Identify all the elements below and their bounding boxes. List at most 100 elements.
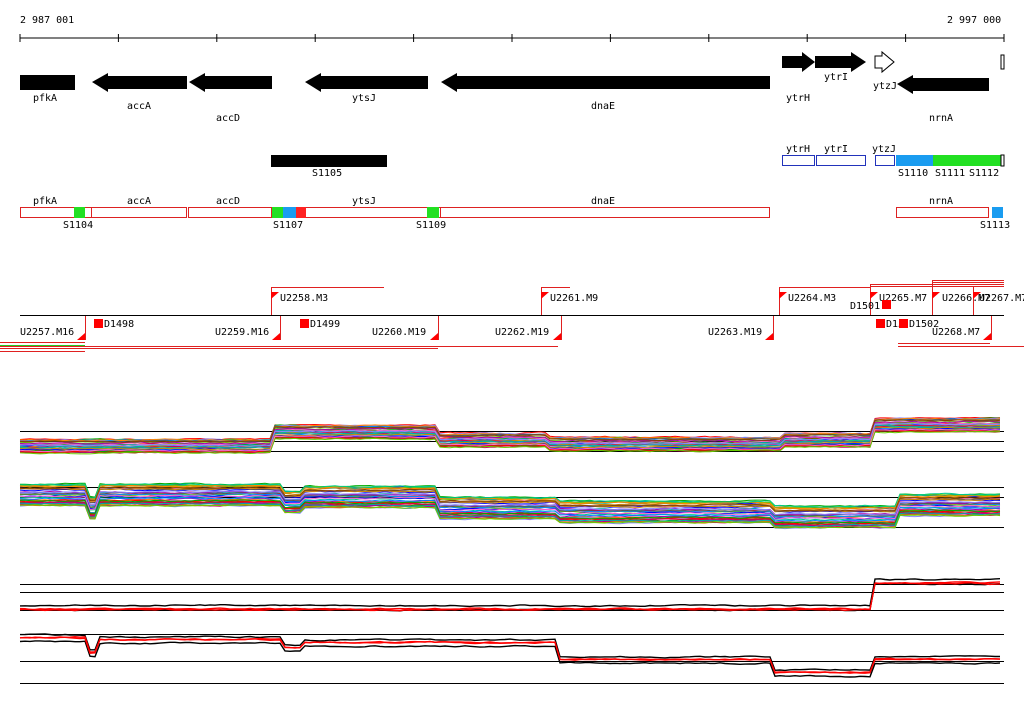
- transcript-track: U2258.M3 U2261.M9 U2264.M3 U2265.M7 U226…: [0, 280, 1024, 352]
- expression-profile-line: [19, 490, 1001, 516]
- outlined-gene-nrnA[interactable]: [896, 207, 989, 218]
- row3-label-accD: accD: [216, 196, 240, 207]
- marker-label-S1107: S1107: [273, 220, 303, 231]
- flag-U2265[interactable]: [870, 292, 878, 299]
- gene-track: pfkA accA accD ytsJ dnaE ytrH ytrI ytzJ …: [20, 50, 1005, 124]
- d-label-D1498: D1498: [104, 319, 134, 330]
- flag-U2259[interactable]: [272, 333, 280, 340]
- expression-profile-line: [19, 426, 1001, 451]
- flag-U2261[interactable]: [541, 292, 549, 299]
- expression-profile-line: [19, 504, 1001, 529]
- gene-arrow-pfkA[interactable]: [20, 75, 75, 90]
- gene-arrow-ytzJ[interactable]: [874, 50, 895, 74]
- feature-row-3: pfkA accA accD ytsJ dnaE nrnA S1104 S110…: [20, 196, 1010, 231]
- d-marker-D1502[interactable]: [899, 319, 908, 328]
- ruler-ticks: [19, 34, 1005, 42]
- outlined-gene-ytzJ[interactable]: [875, 155, 895, 166]
- gene-arrow-ytrI[interactable]: [815, 52, 866, 72]
- flag-U2258[interactable]: [271, 292, 279, 299]
- d-marker-D1498[interactable]: [94, 319, 103, 328]
- feature-block-S1105[interactable]: [271, 155, 387, 167]
- gene-arrow-ytrH[interactable]: [782, 52, 815, 72]
- gene-fragment-edge: [1000, 54, 1005, 70]
- segment-S1112[interactable]: [967, 155, 1001, 166]
- expression-profile-line: [19, 633, 1000, 672]
- segment-S1111[interactable]: [933, 155, 967, 166]
- flag-U2268[interactable]: [983, 333, 991, 340]
- gene-label-ytsJ: ytsJ: [352, 93, 376, 104]
- expression-profile-line: [19, 494, 1000, 520]
- transcript-label-U2267: U2267.M7: [979, 293, 1024, 304]
- ruler-start-label: 2 987 001: [20, 15, 74, 26]
- expression-profile-line: [19, 420, 1001, 445]
- expression-panel-summary-lower: [19, 633, 1004, 684]
- gene-arrow-dnaE[interactable]: [441, 73, 770, 92]
- transcript-label-U2257: U2257.M16: [20, 327, 74, 338]
- d-marker-D1501[interactable]: [882, 300, 891, 309]
- segment-edge: [1000, 154, 1005, 167]
- gene-label-pfkA: pfkA: [33, 93, 57, 104]
- expression-profile-line: [20, 482, 1001, 507]
- row3-label-nrnA: nrnA: [929, 196, 953, 207]
- gene-arrow-ytsJ[interactable]: [305, 73, 428, 92]
- gene-label-ytrH: ytrH: [786, 93, 810, 104]
- flag-U2266[interactable]: [932, 292, 940, 299]
- marker-S1104[interactable]: [74, 207, 85, 218]
- outlined-gene-pfkA-accA[interactable]: [20, 207, 187, 218]
- profile-lines-c: [19, 578, 1001, 612]
- gene-label-ytzJ: ytzJ: [873, 81, 897, 92]
- outlined-gene-ytrI[interactable]: [816, 155, 866, 166]
- ruler-end-label: 2 997 000: [947, 15, 1001, 26]
- gene-arrow-accD[interactable]: [189, 73, 272, 92]
- expression-profile-line: [19, 428, 1001, 453]
- gene-arrow-accA[interactable]: [92, 73, 187, 92]
- expression-profile-line: [19, 578, 1001, 608]
- expression-profile-line: [20, 483, 1001, 508]
- transcript-label-U2260: U2260.M19: [372, 327, 426, 338]
- d-label-D15: D15: [886, 319, 904, 330]
- gene-label-accA: accA: [127, 101, 151, 112]
- expression-profile-line: [19, 501, 1001, 527]
- flag-U2264[interactable]: [779, 292, 787, 299]
- outlined-gene-accD-dnaE[interactable]: [188, 207, 770, 218]
- marker-red[interactable]: [296, 207, 306, 218]
- expression-panel-summary-upper: [19, 578, 1004, 612]
- expression-profile-line: [19, 636, 1001, 674]
- transcript-label-U2265: U2265.M7: [879, 293, 927, 304]
- transcript-label-U2266: U2266.M7: [942, 293, 990, 304]
- d-marker-D15[interactable]: [876, 319, 885, 328]
- profile-lines-d: [19, 633, 1001, 678]
- expression-profile-line: [20, 422, 1001, 448]
- flag-U2257[interactable]: [77, 333, 85, 340]
- flag-U2263[interactable]: [765, 333, 773, 340]
- feature-row-2: S1105 ytrH ytrI ytzJ S1110 S1111 S1112: [271, 144, 1005, 179]
- d-label-D1501: D1501: [850, 301, 880, 312]
- outlined-gene-label-ytrI: ytrI: [824, 144, 848, 155]
- segment-S1110[interactable]: [896, 155, 933, 166]
- row3-label-ytsJ: ytsJ: [352, 196, 376, 207]
- row3-label-pfkA: pfkA: [33, 196, 57, 207]
- row3-label-dnaE: dnaE: [591, 196, 615, 207]
- outlined-gene-label-ytzJ: ytzJ: [872, 144, 896, 155]
- flag-U2262[interactable]: [553, 333, 561, 340]
- marker-S1113[interactable]: [992, 207, 1003, 218]
- flag-U2260[interactable]: [430, 333, 438, 340]
- outlined-gene-label-ytrH: ytrH: [786, 144, 810, 155]
- expression-profile-line: [19, 492, 1000, 518]
- marker-S1109[interactable]: [427, 207, 439, 218]
- marker-blue[interactable]: [283, 207, 296, 218]
- marker-label-S1109: S1109: [416, 220, 446, 231]
- d-marker-D1499[interactable]: [300, 319, 309, 328]
- segment-label-S1111: S1111: [935, 168, 965, 179]
- flag-U2267[interactable]: [973, 292, 981, 299]
- marker-label-S1113: S1113: [980, 220, 1010, 231]
- row3-label-accA: accA: [127, 196, 151, 207]
- d-label-D1502: D1502: [909, 319, 939, 330]
- feature-label-S1105: S1105: [312, 168, 342, 179]
- transcript-label-U2261: U2261.M9: [550, 293, 598, 304]
- outlined-gene-ytrH[interactable]: [782, 155, 815, 166]
- marker-S1107[interactable]: [272, 207, 283, 218]
- transcript-label-U2268: U2268.M7: [932, 327, 980, 338]
- expression-profile-line: [19, 487, 1001, 513]
- gene-arrow-nrnA[interactable]: [897, 75, 989, 94]
